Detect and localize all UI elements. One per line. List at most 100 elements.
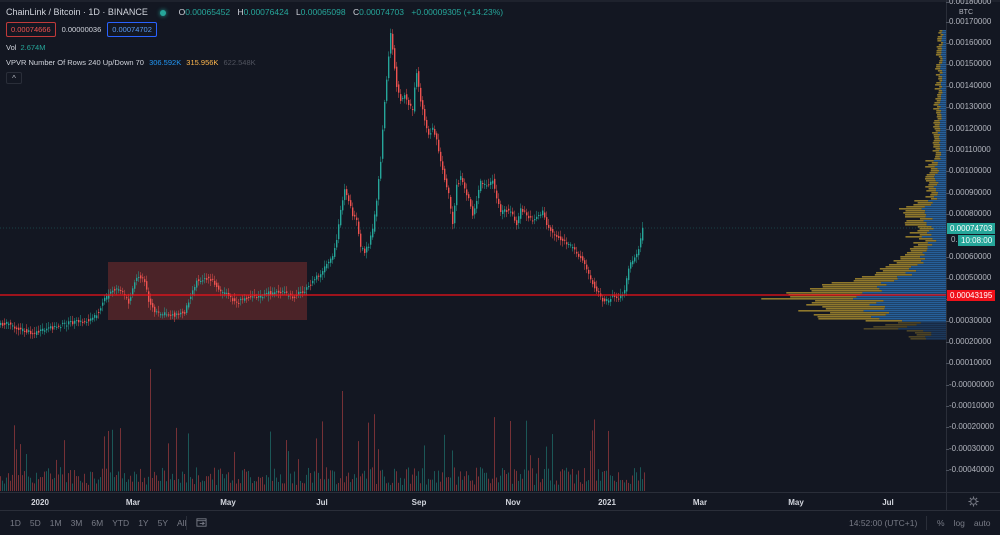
vpvr-down-bar [934,138,940,140]
volume-bar [252,483,253,491]
time-axis[interactable]: 2020 Mar May Jul Sep Nov 2021 Mar May Jul [0,492,946,510]
interval[interactable]: 1D [88,7,100,17]
price-tick-label: 0.00110000 [946,145,991,154]
candle-body [288,295,290,297]
volume-legend[interactable]: Vol 2.674M [6,43,46,52]
vpvr-up-bar [869,304,946,306]
vpvr-down-bar [896,262,924,264]
volume-bar [82,482,83,491]
vpvr-down-bar [905,236,922,238]
vpvr-up-bar [935,190,946,192]
timezone-clock[interactable]: 14:52:00 (UTC+1) [849,518,918,528]
candle-body [0,322,2,326]
volume-bar [120,428,121,491]
candle-body [464,182,466,189]
buy-button[interactable]: 0.00074702 [107,22,157,37]
vpvr-up-bar [940,128,946,130]
candle-body [224,292,226,295]
range-button-1y[interactable]: 1Y [138,518,149,528]
candle-body [364,248,366,254]
candle-body [588,269,590,274]
vpvr-down-bar [919,218,933,220]
range-button-6m[interactable]: 6M [91,518,104,528]
vpvr-up-bar [942,80,946,82]
auto-scale-toggle[interactable]: auto [973,518,991,528]
volume-bar [598,469,599,491]
vpvr-down-bar [935,54,941,56]
candle-body [44,330,46,332]
vpvr-up-bar [942,92,946,94]
candle-body [250,296,252,298]
range-button-ytd[interactable]: YTD [112,518,130,528]
price-axis[interactable]: 0.00180000 0.00170000 0.00160000 0.00150000… [945,0,1000,492]
vpvr-down-bar [853,280,895,282]
candle-body [198,279,200,282]
log-scale-toggle[interactable]: log [953,518,965,528]
candle-body [184,312,186,314]
range-button-1m[interactable]: 1M [49,518,62,528]
range-button-5y[interactable]: 5Y [157,518,168,528]
volume-bar [518,480,519,491]
volume-bar [28,476,29,491]
range-button-1d[interactable]: 1D [10,518,21,528]
sell-button[interactable]: 0.00074666 [6,22,56,37]
volume-bar [622,479,623,491]
vpvr-down-bar [930,168,938,170]
volume-bar [136,474,137,491]
volume-bar [98,479,99,491]
price-tick-label: 0.00030000 [945,316,992,325]
range-button-5d[interactable]: 5D [29,518,41,528]
symbol-name[interactable]: ChainLink / Bitcoin [6,7,81,17]
vpvr-down-bar [861,276,898,278]
volume-bar [166,481,167,491]
volume-bar [248,470,249,491]
percent-scale-toggle[interactable]: % [937,518,945,528]
candle-body [520,208,522,219]
volume-bar [228,472,229,491]
volume-bar [498,482,499,491]
candle-body [104,297,106,302]
collapse-legend-button[interactable]: ^ [6,72,22,84]
candle-body [628,268,630,281]
candle-body [596,286,598,292]
volume-bar [494,417,495,491]
range-button-3m[interactable]: 3M [70,518,83,528]
volume-bar [164,470,165,491]
volume-bar [196,467,197,491]
volume-bar [212,479,213,491]
candle-body [612,295,614,297]
range-button-all[interactable]: All [177,518,187,528]
vpvr-down-bar [938,76,943,78]
volume-bar [266,475,267,491]
volume-bar [224,478,225,491]
vpvr-down-bar [925,196,935,198]
go-to-date-icon[interactable] [196,517,207,528]
candle-body [376,200,378,217]
vpvr-up-bar [942,78,946,80]
candle-body [402,97,404,99]
chart-settings-button[interactable] [946,492,1000,510]
chart-plot-area[interactable] [0,0,946,492]
chart-canvas[interactable] [0,0,946,492]
volume-bar [344,482,345,491]
candle-body [412,108,414,111]
volume-bar [150,369,151,491]
time-tick-label: Jul [882,498,894,507]
volume-bar [84,473,85,491]
candle-body [548,224,550,228]
vpvr-total-value: 622.548K [223,58,256,67]
vpvr-up-bar [936,188,946,190]
candle-body [322,271,324,275]
range-rectangle-drawing[interactable] [108,262,307,320]
open-value: 0.00065452 [185,7,231,17]
candle-body [394,48,396,69]
volume-bar [52,479,53,491]
vpvr-legend[interactable]: VPVR Number Of Rows 240 Up/Down 70 306.5… [6,58,256,67]
volume-bar [418,471,419,491]
candle-body [414,87,416,112]
candle-body [310,284,312,286]
vpvr-up-bar [939,120,946,122]
candle-body [58,325,60,327]
vpvr-down-bar [934,120,940,122]
vpvr-up-bar [942,62,946,64]
